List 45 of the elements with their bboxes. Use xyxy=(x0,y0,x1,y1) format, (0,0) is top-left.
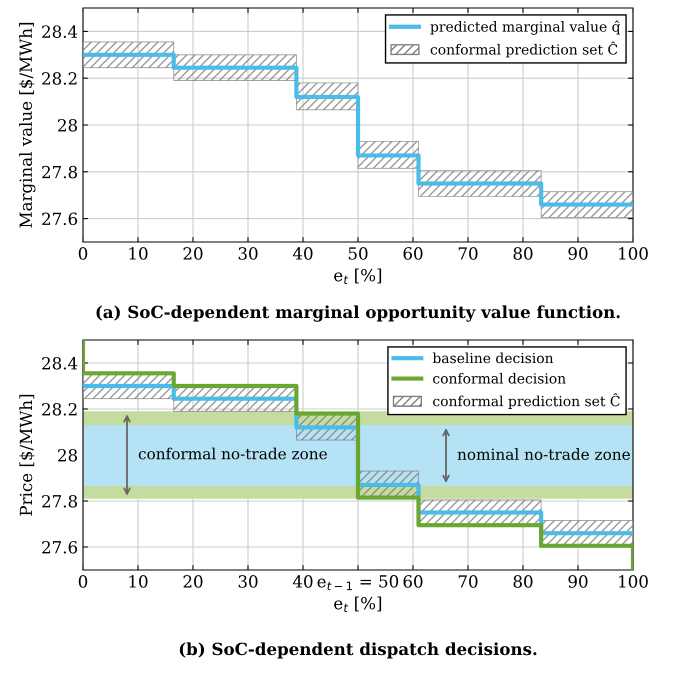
y-tick-label: 28 xyxy=(58,448,78,462)
y-axis-title: Marginal value [$/MWh] xyxy=(19,22,36,228)
text: (a) SoC-dependent marginal opportunity value function. xyxy=(96,305,620,322)
x-tick-label: e$_{t−1}$ = 50 xyxy=(317,575,398,590)
x-tick-label: 40 xyxy=(292,247,312,260)
x-tick-label: 50 xyxy=(348,247,368,260)
x-tick-label: 60 xyxy=(404,247,422,260)
y-tick-label: 27.6 xyxy=(42,540,78,554)
x-tick-label: 10 xyxy=(129,247,148,260)
x-tick-label: 0 xyxy=(78,575,88,588)
x-tick-label: 20 xyxy=(184,575,202,588)
x-tick-label: 90 xyxy=(568,575,588,588)
legend-label: predicted marginal value q̂ xyxy=(430,20,620,35)
x-tick-label: 30 xyxy=(238,575,258,588)
y-tick-label: 27.8 xyxy=(42,494,78,508)
text: (b) SoC-dependent dispatch decisions. xyxy=(180,642,536,658)
legend-label: conformal decision xyxy=(433,372,566,384)
y-tick-label: 28.4 xyxy=(42,356,78,370)
x-tick-label: 40 xyxy=(292,575,312,588)
x-tick-label: 10 xyxy=(129,575,148,588)
band-label: nominal no-trade zone xyxy=(458,448,630,460)
x-axis-title: e$_{t}$ [%] xyxy=(334,596,382,612)
legend-label: baseline decision xyxy=(432,352,554,364)
x-tick-label: 20 xyxy=(184,247,202,260)
y-tick-label: 27.6 xyxy=(42,212,78,226)
x-axis-title: e$_{t}$ [%] xyxy=(334,268,382,284)
y-tick-label: 28.2 xyxy=(42,72,77,85)
x-tick-label: 0 xyxy=(78,247,88,260)
annotation: conformal prediction set Ĉ xyxy=(430,42,618,58)
y-tick-label: 28.4 xyxy=(42,25,78,38)
y-tick-label: 27.8 xyxy=(42,166,78,178)
band-label: conformal no-trade zone xyxy=(138,448,327,460)
x-tick-label: 70 xyxy=(458,575,478,588)
x-tick-label: 100 xyxy=(619,247,648,260)
x-tick-label: 80 xyxy=(514,247,532,260)
x-tick-label: 30 xyxy=(238,247,258,260)
y-axis-title: Price [$/MWh] xyxy=(19,394,34,516)
x-tick-label: 60 xyxy=(404,575,422,588)
x-tick-label: 100 xyxy=(619,575,648,588)
x-tick-label: 90 xyxy=(568,247,588,260)
annotation: conformal prediction set Ĉ xyxy=(433,393,620,410)
y-tick-label: 28.2 xyxy=(42,402,77,416)
x-tick-label: 80 xyxy=(514,575,532,588)
y-tick-label: 28 xyxy=(58,118,78,132)
x-tick-label: 70 xyxy=(458,247,478,260)
